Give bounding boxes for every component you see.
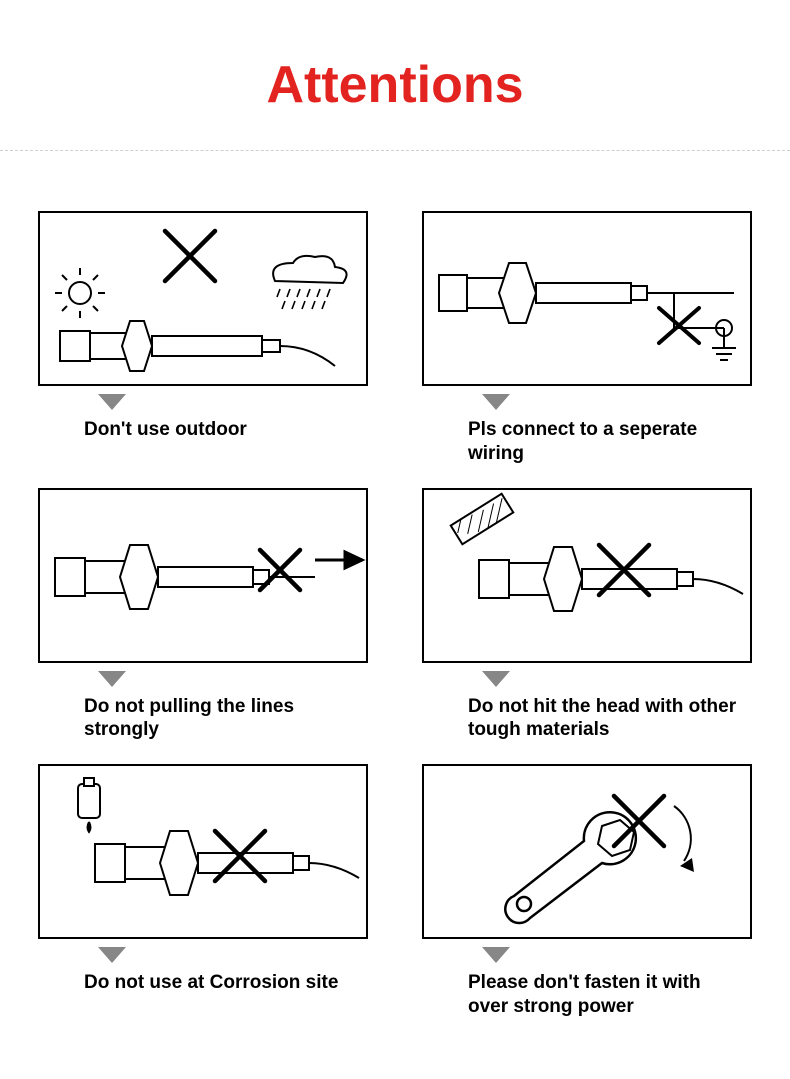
page-title: Attentions	[0, 0, 790, 150]
warning-cell-outdoor: Don't use outdoor	[38, 211, 368, 466]
hit-diagram-icon	[424, 490, 754, 665]
warning-cell-hit: Do not hit the head with other tough mat…	[422, 488, 752, 743]
caption-text: Pls connect to a seperate wiring	[422, 418, 752, 466]
caption-text: Do not use at Corrosion site	[38, 971, 368, 995]
grid-row: Don't use outdoor	[38, 211, 752, 466]
divider	[0, 150, 790, 151]
diagram-box	[38, 764, 368, 939]
warning-cell-fasten: Please don't fasten it with over strong …	[422, 764, 752, 1019]
caption-text: Do not pulling the lines strongly	[38, 695, 368, 743]
diagram-box	[422, 764, 752, 939]
pulling-diagram-icon	[40, 490, 370, 665]
warning-cell-wiring: Pls connect to a seperate wiring	[422, 211, 752, 466]
outdoor-diagram-icon	[40, 213, 370, 388]
warning-cell-corrosion: Do not use at Corrosion site	[38, 764, 368, 1019]
caption-text: Please don't fasten it with over strong …	[422, 971, 752, 1019]
caption-text: Don't use outdoor	[38, 418, 368, 442]
fasten-diagram-icon	[424, 766, 754, 941]
grid-row: Do not pulling the lines strongly	[38, 488, 752, 743]
pointer-icon	[98, 394, 126, 410]
corrosion-diagram-icon	[40, 766, 370, 941]
wiring-diagram-icon	[424, 213, 754, 388]
grid-row: Do not use at Corrosion site	[38, 764, 752, 1019]
pointer-icon	[98, 671, 126, 687]
pointer-icon	[482, 947, 510, 963]
diagram-box	[38, 211, 368, 386]
pointer-icon	[98, 947, 126, 963]
caption-text: Do not hit the head with other tough mat…	[422, 695, 752, 743]
warning-cell-pulling: Do not pulling the lines strongly	[38, 488, 368, 743]
pointer-icon	[482, 394, 510, 410]
diagram-box	[422, 211, 752, 386]
warning-grid: Don't use outdoor	[0, 211, 790, 1019]
pointer-icon	[482, 671, 510, 687]
diagram-box	[422, 488, 752, 663]
diagram-box	[38, 488, 368, 663]
